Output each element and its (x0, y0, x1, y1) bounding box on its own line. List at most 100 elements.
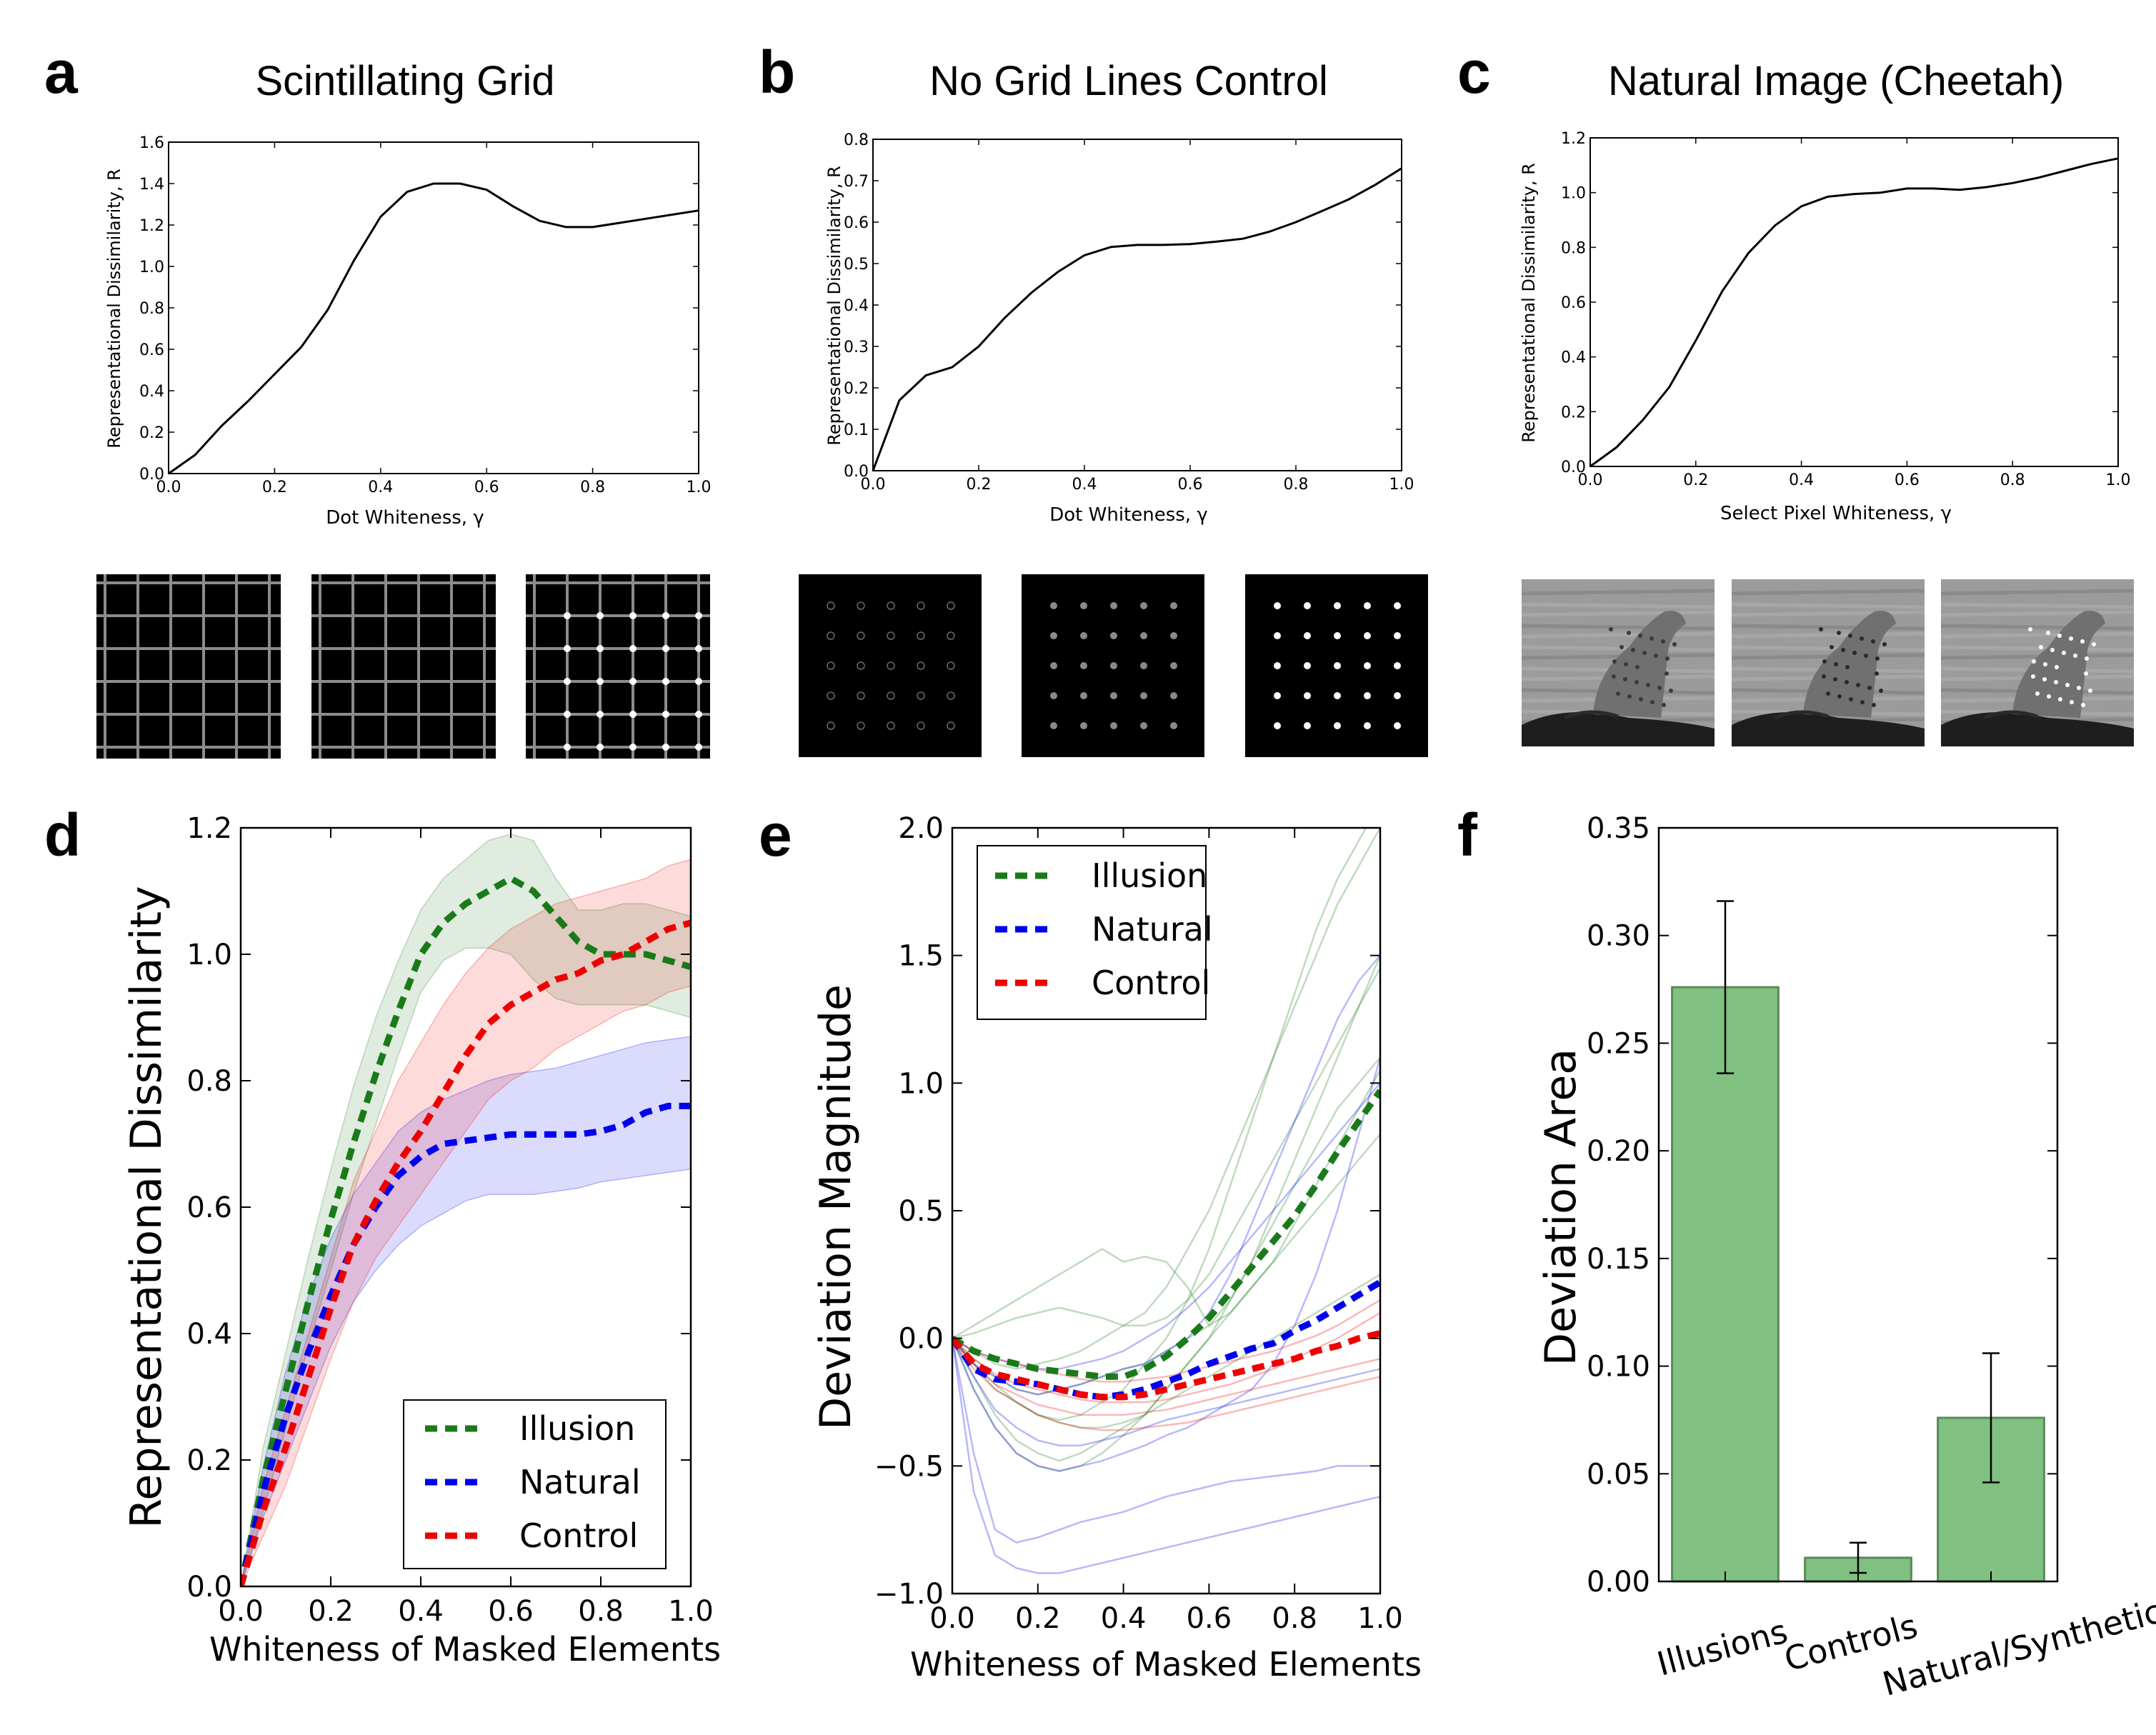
panel-f-axes: 0.00 0.05 0.10 0.15 0.20 0.25 0.30 0.35 (1587, 812, 2059, 1599)
stimulus-dot (1304, 662, 1311, 669)
cheetah-spot (2032, 659, 2036, 664)
y-tick-label: 0.8 (844, 131, 869, 149)
stimulus-dot (1304, 722, 1311, 729)
trace-illusion (952, 1133, 1380, 1462)
trace-illusion (952, 955, 1380, 1339)
rock (1522, 712, 1715, 746)
cheetah-spot (1841, 648, 1845, 652)
x-tick-label: 0.0 (929, 1602, 975, 1635)
y-tick-label: 0.0 (898, 1323, 944, 1356)
x-tick-label: 0.6 (1187, 1602, 1232, 1635)
y-tick-label: 0.2 (186, 1444, 232, 1477)
x-tick-label: 0.4 (398, 1595, 444, 1628)
grid-dot (564, 711, 571, 718)
stimulus-dot (1110, 722, 1117, 729)
x-tick-label: 0.8 (578, 1595, 624, 1628)
grid-dot (695, 645, 702, 652)
y-tick-label: 0.5 (844, 256, 869, 274)
grass-texture (1940, 589, 2135, 596)
grass-texture (1731, 602, 1925, 609)
axes-frame (1589, 137, 2119, 467)
cheetah-spot (1845, 665, 1850, 669)
y-tick-label: 1.5 (898, 940, 944, 973)
stimulus-dot (1274, 692, 1281, 699)
panel-a-title: Scintillating Grid (255, 58, 554, 104)
y-tick-label: −1.0 (874, 1578, 944, 1611)
stimulus-background (526, 574, 710, 759)
cheetah-spot (1624, 662, 1628, 666)
stimulus-dot (1110, 692, 1117, 699)
stimulus-dot (1304, 632, 1311, 639)
y-tick-label: 0.20 (1587, 1135, 1650, 1168)
cheetah-spot (1871, 639, 1875, 644)
plot-area (241, 834, 691, 1586)
cheetah-spot (1623, 677, 1627, 681)
grass-texture (1940, 610, 2135, 617)
stimulus-dot (1110, 632, 1117, 639)
cheetah-spot (1665, 656, 1670, 661)
stimulus-dot (1050, 632, 1057, 639)
stimulus-dot (1050, 722, 1057, 729)
cheetah-spot (2047, 694, 2051, 699)
panel-d-xlabel: Whiteness of Masked Elements (209, 1630, 721, 1669)
grass-texture (1521, 589, 1715, 596)
panel-c-xlabel: Select Pixel Whiteness, γ (1720, 503, 1952, 524)
panel-label-f: f (1457, 801, 1478, 869)
y-tick-label: 1.0 (139, 259, 164, 276)
cheetah-spot (2043, 662, 2047, 666)
x-tick-label: 0.6 (1178, 476, 1203, 494)
trace-illusion (952, 828, 1367, 1421)
grass-texture (1731, 631, 1925, 639)
cheetah-spot (1642, 651, 1647, 655)
cheetah-body (1593, 611, 1686, 718)
cheetah-spot (1875, 671, 1879, 676)
y-tick-label: −0.5 (874, 1450, 944, 1483)
cheetah-body (1803, 611, 1896, 718)
grid-dot (695, 744, 702, 751)
x-tick-label: 0.2 (308, 1595, 354, 1628)
cheetah-spot (1657, 686, 1662, 690)
x-tick-label: 1.0 (2106, 471, 2131, 489)
y-tick-label: 0.05 (1587, 1458, 1650, 1491)
panel-e-legend: Illusion Natural Control (977, 845, 1213, 1020)
cheetah-spot (2035, 691, 2040, 696)
x-tick-label: 1.0 (668, 1595, 714, 1628)
panel-a-stimuli (96, 574, 710, 759)
cheetah-spot (1612, 659, 1617, 664)
trace-control (952, 1337, 1380, 1416)
trace-illusion (952, 1274, 1380, 1429)
stimulus-dot (887, 661, 895, 670)
x-tick-label: 0.0 (1578, 471, 1603, 489)
dot-stimulus (1245, 574, 1428, 757)
y-tick-label: 0.0 (139, 466, 164, 484)
panel-d-ylabel: Representational Dissimilarity (121, 886, 171, 1528)
grid-dot (695, 678, 702, 685)
y-tick-label: 0.2 (844, 380, 869, 398)
grass-texture (1731, 624, 1925, 631)
stimulus-dot (947, 721, 955, 730)
stimulus-dot (1394, 602, 1401, 609)
y-tick-label: 0.7 (844, 173, 869, 191)
cheetah-spot (2081, 703, 2085, 707)
cheetah-spot (1635, 680, 1639, 684)
cheetah-spot (1672, 642, 1677, 646)
cheetah-spot (2092, 642, 2096, 646)
trace-control (952, 1337, 1380, 1431)
series-line (872, 167, 1402, 471)
cheetah-spot (2073, 654, 2077, 658)
stimulus-dot (947, 601, 955, 610)
y-tick-label: 1.0 (1561, 185, 1586, 203)
panel-b-stimuli (799, 574, 1428, 757)
grid-dot (629, 744, 637, 751)
grass-texture (1940, 624, 2135, 631)
dot-stimulus (799, 574, 982, 757)
y-tick-label: 0.6 (1561, 294, 1586, 312)
trace-illusion (952, 828, 1380, 1370)
cheetah-spot (1609, 627, 1613, 631)
cheetah-spot (2050, 648, 2055, 652)
cheetah-spot (1860, 636, 1864, 641)
bar-illusions (1671, 986, 1780, 1583)
confidence-band-control (241, 859, 691, 1586)
grass-texture (1521, 631, 1715, 639)
cheetah-spot (1631, 648, 1635, 652)
